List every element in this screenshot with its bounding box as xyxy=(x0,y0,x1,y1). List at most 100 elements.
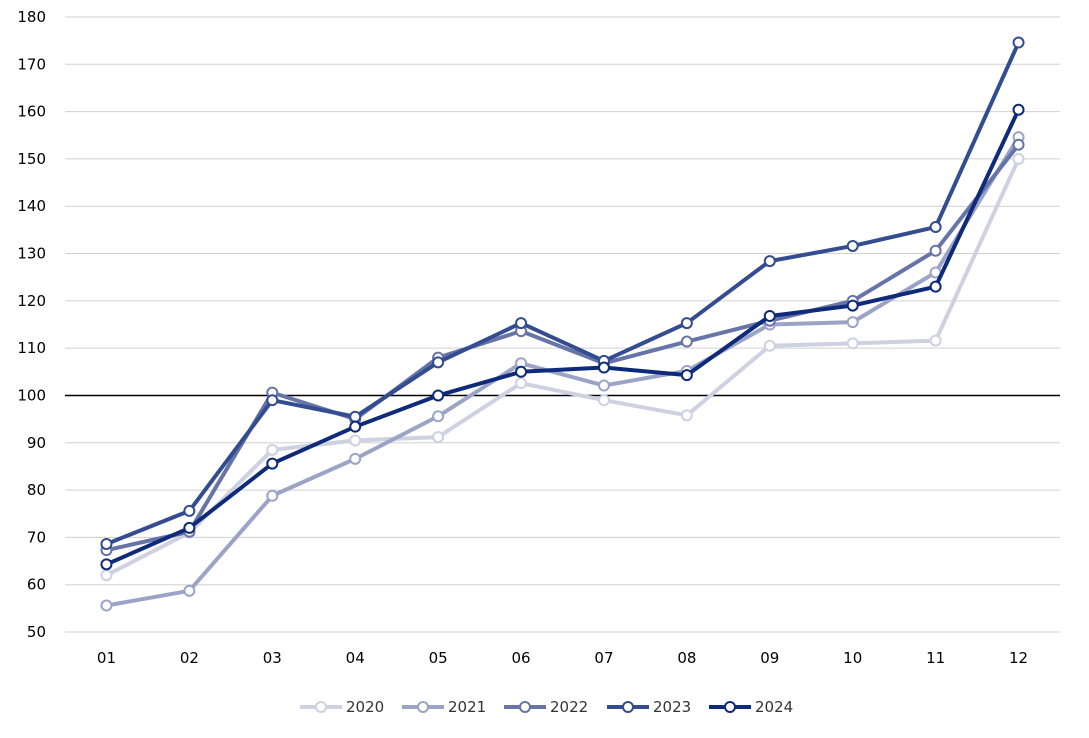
data-point xyxy=(763,339,776,352)
y-tick-label: 110 xyxy=(17,339,46,357)
data-point xyxy=(1012,138,1025,151)
y-tick-label: 50 xyxy=(27,623,46,641)
data-point xyxy=(680,409,693,422)
y-tick-label: 90 xyxy=(27,434,46,452)
data-point xyxy=(100,558,113,571)
data-point xyxy=(349,420,362,433)
data-point xyxy=(597,394,610,407)
legend-item-2020: 2020 xyxy=(300,698,384,716)
data-point xyxy=(432,356,445,369)
x-tick-label: 08 xyxy=(677,649,696,667)
x-tick-label: 03 xyxy=(263,649,282,667)
data-point xyxy=(183,521,196,534)
x-tick-label: 06 xyxy=(511,649,530,667)
x-tick-label: 05 xyxy=(429,649,448,667)
data-point xyxy=(929,221,942,234)
data-point xyxy=(846,316,859,329)
data-point xyxy=(100,569,113,582)
data-point xyxy=(349,434,362,447)
y-tick-label: 170 xyxy=(17,55,46,73)
data-point xyxy=(266,457,279,470)
y-tick-label: 160 xyxy=(17,103,46,121)
series-2020 xyxy=(100,152,1025,582)
data-point xyxy=(846,337,859,350)
data-point xyxy=(515,365,528,378)
data-point xyxy=(929,244,942,257)
data-point xyxy=(266,443,279,456)
series-line-2021 xyxy=(106,136,1021,608)
legend-swatch-marker xyxy=(622,701,634,713)
data-point xyxy=(349,452,362,465)
data-point xyxy=(846,239,859,252)
data-point xyxy=(597,379,610,392)
data-point xyxy=(349,410,362,423)
x-tick-label: 11 xyxy=(926,649,945,667)
grid-lines xyxy=(65,16,1060,633)
series-group xyxy=(100,36,1025,612)
legend-swatch-marker xyxy=(724,701,736,713)
series-line-2020 xyxy=(105,158,1021,578)
data-point xyxy=(432,431,445,444)
data-point xyxy=(929,334,942,347)
legend-item-2023: 2023 xyxy=(607,698,691,716)
data-point xyxy=(266,394,279,407)
series-line-2024 xyxy=(105,108,1021,567)
series-line-2023 xyxy=(105,41,1021,546)
data-point xyxy=(680,335,693,348)
data-point xyxy=(266,489,279,502)
y-tick-label: 60 xyxy=(27,576,46,594)
y-tick-label: 100 xyxy=(17,386,46,404)
x-tick-label: 10 xyxy=(843,649,862,667)
y-tick-label: 140 xyxy=(17,197,46,215)
x-tick-label: 07 xyxy=(594,649,613,667)
data-point xyxy=(100,538,113,551)
data-point xyxy=(1012,103,1025,116)
data-point xyxy=(929,280,942,293)
data-point xyxy=(432,389,445,402)
x-tick-label: 02 xyxy=(180,649,199,667)
data-point xyxy=(1012,36,1025,49)
legend-label: 2023 xyxy=(653,698,691,716)
legend-swatch-marker xyxy=(519,701,531,713)
y-tick-label: 120 xyxy=(17,292,46,310)
y-tick-label: 150 xyxy=(17,150,46,168)
legend-label: 2020 xyxy=(346,698,384,716)
data-point xyxy=(515,377,528,390)
legend: 2020 2021 2022 2023 2024 xyxy=(300,698,793,716)
data-point xyxy=(515,317,528,330)
legend-item-2021: 2021 xyxy=(402,698,486,716)
data-point xyxy=(597,361,610,374)
legend-item-2024: 2024 xyxy=(709,698,793,716)
legend-label: 2021 xyxy=(448,698,486,716)
y-tick-label: 70 xyxy=(27,528,46,546)
series-2022 xyxy=(100,138,1025,557)
data-point xyxy=(183,584,196,597)
series-2021 xyxy=(100,131,1025,612)
y-tick-label: 180 xyxy=(17,8,46,26)
series-2023 xyxy=(100,36,1025,551)
x-tick-label: 09 xyxy=(760,649,779,667)
data-point xyxy=(1012,152,1025,165)
data-point xyxy=(680,369,693,382)
y-axis-ticks: 50 60 70 80 90 100 110 120 130 140 150 160 170 180 xyxy=(17,8,46,641)
data-point xyxy=(183,504,196,517)
series-2024 xyxy=(100,103,1025,571)
series-line-2022 xyxy=(106,143,1021,553)
x-tick-label: 12 xyxy=(1009,649,1028,667)
data-point xyxy=(846,299,859,312)
data-point xyxy=(680,317,693,330)
legend-label: 2022 xyxy=(550,698,588,716)
y-tick-label: 80 xyxy=(27,481,46,499)
legend-item-2022: 2022 xyxy=(504,698,588,716)
legend-swatch-marker xyxy=(417,701,429,713)
x-axis-ticks: 01 02 03 04 05 06 07 08 09 10 11 12 xyxy=(97,649,1028,667)
data-point xyxy=(763,309,776,322)
data-point xyxy=(432,410,445,423)
y-tick-label: 130 xyxy=(17,245,46,263)
legend-swatch-marker xyxy=(315,701,327,713)
legend-label: 2024 xyxy=(755,698,793,716)
data-point xyxy=(763,255,776,268)
data-point xyxy=(100,599,113,612)
x-tick-label: 04 xyxy=(346,649,365,667)
